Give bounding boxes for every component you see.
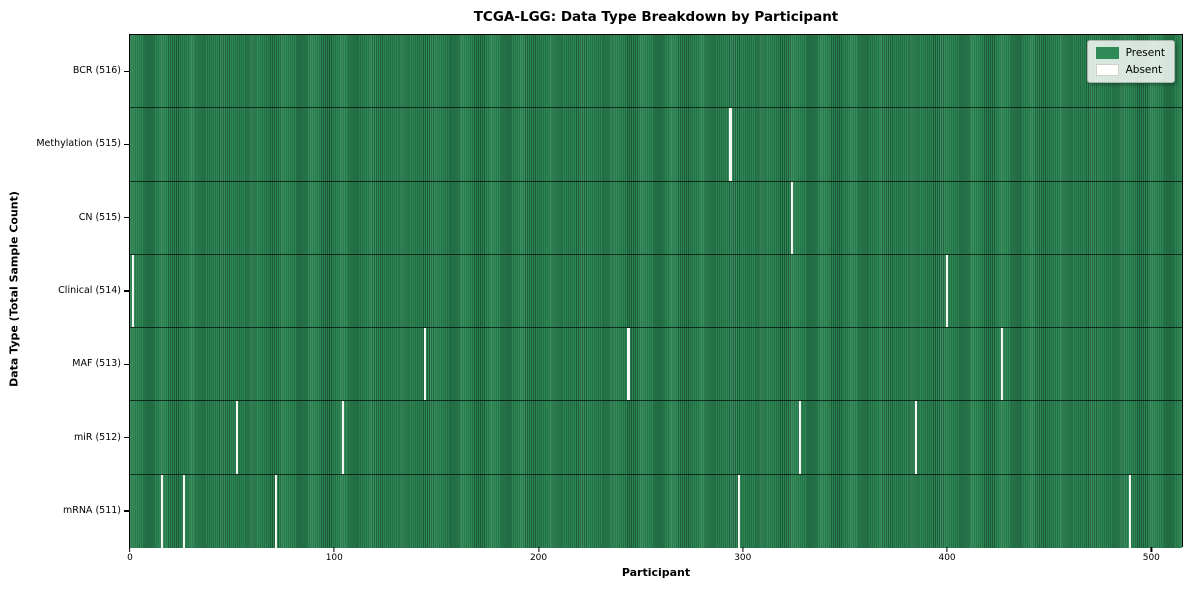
y-tick-MAF: MAF (513) [0,327,129,400]
absent-gap [737,474,740,548]
y-axis: BCR (516) Methylation (515) CN (515) Clinic… [0,34,129,547]
absent-gap [235,401,239,474]
y-tick-label: Methylation (515) [36,138,121,150]
y-tick-mark [124,143,129,146]
x-tick-label: 500 [1142,552,1160,563]
y-tick-CN: CN (515) [0,181,129,254]
y-tick-mRNA: mRNA (511) [0,474,129,547]
absent-gap [729,108,732,181]
x-tick-label: 0 [127,552,133,563]
heatmap-row-miR [130,401,1182,475]
legend-entry-present: Present [1095,47,1165,59]
absent-gap [182,474,186,548]
legend-label-present: Present [1125,47,1165,59]
y-tick-Methylation: Methylation (515) [0,107,129,180]
heatmap-row-Clinical [130,254,1182,329]
heatmap-row-mRNA [130,474,1182,548]
y-tick-mark [124,437,129,439]
y-tick-label: CN (515) [78,211,121,223]
x-tick-500: 500 [1143,547,1160,563]
y-tick-label: BCR (516) [72,65,121,77]
x-tick-mark [1150,547,1152,552]
plot-area: Present Absent [129,34,1183,548]
absent-gap [790,181,793,254]
x-tick-100: 100 [326,547,343,563]
x-axis: 0 100 200 300 400 500 [127,547,1183,567]
absent-gap [945,254,948,328]
x-tick-label: 100 [325,552,343,563]
x-tick-0: 0 [127,547,133,563]
y-tick-mark [124,217,129,219]
x-tick-mark [333,547,335,552]
y-tick-BCR: BCR (516) [0,34,129,107]
y-tick-miR: miR (512) [0,400,129,473]
y-tick-label: miR (512) [73,431,121,443]
x-tick-200: 200 [530,547,547,563]
legend: Present Absent [1086,40,1175,83]
absent-color-swatch [1095,64,1119,76]
y-tick-label: MAF (513) [72,358,121,370]
x-tick-mark [946,547,948,552]
heatmap-rows [130,35,1182,548]
absent-gap [1000,328,1003,401]
absent-gap [914,401,917,474]
absent-gap [798,401,801,474]
x-axis-label: Participant [621,566,691,579]
y-tick-label: Clinical (514) [58,284,121,296]
absent-gap [160,474,163,548]
x-tick-mark [537,547,540,552]
x-tick-400: 400 [938,547,956,563]
absent-gap [627,328,630,401]
absent-gap [1128,474,1132,548]
absent-gap [132,254,135,328]
absent-gap [423,328,426,401]
y-tick-label: mRNA (511) [62,504,121,516]
present-color-swatch [1095,47,1119,59]
y-tick-mark [124,290,129,292]
y-tick-Clinical: Clinical (514) [0,254,129,327]
x-tick-mark [742,547,744,552]
y-tick-mark [124,510,129,512]
heatmap-row-CN [130,181,1182,255]
y-tick-mark [124,70,129,72]
chart-title: TCGA-LGG: Data Type Breakdown by Partici… [473,9,839,25]
x-tick-label: 300 [734,552,752,563]
x-tick-mark [129,547,131,552]
absent-gap [342,401,345,474]
heatmap-row-Methylation [130,108,1182,182]
heatmap-row-BCR [130,35,1182,109]
absent-gap [274,474,277,548]
x-tick-label: 400 [938,552,956,563]
x-tick-300: 300 [734,547,751,563]
y-tick-mark [124,363,129,365]
x-tick-label: 200 [529,552,548,563]
legend-label-absent: Absent [1125,64,1163,76]
heatmap-row-MAF [130,328,1182,402]
legend-entry-absent: Absent [1095,64,1165,76]
